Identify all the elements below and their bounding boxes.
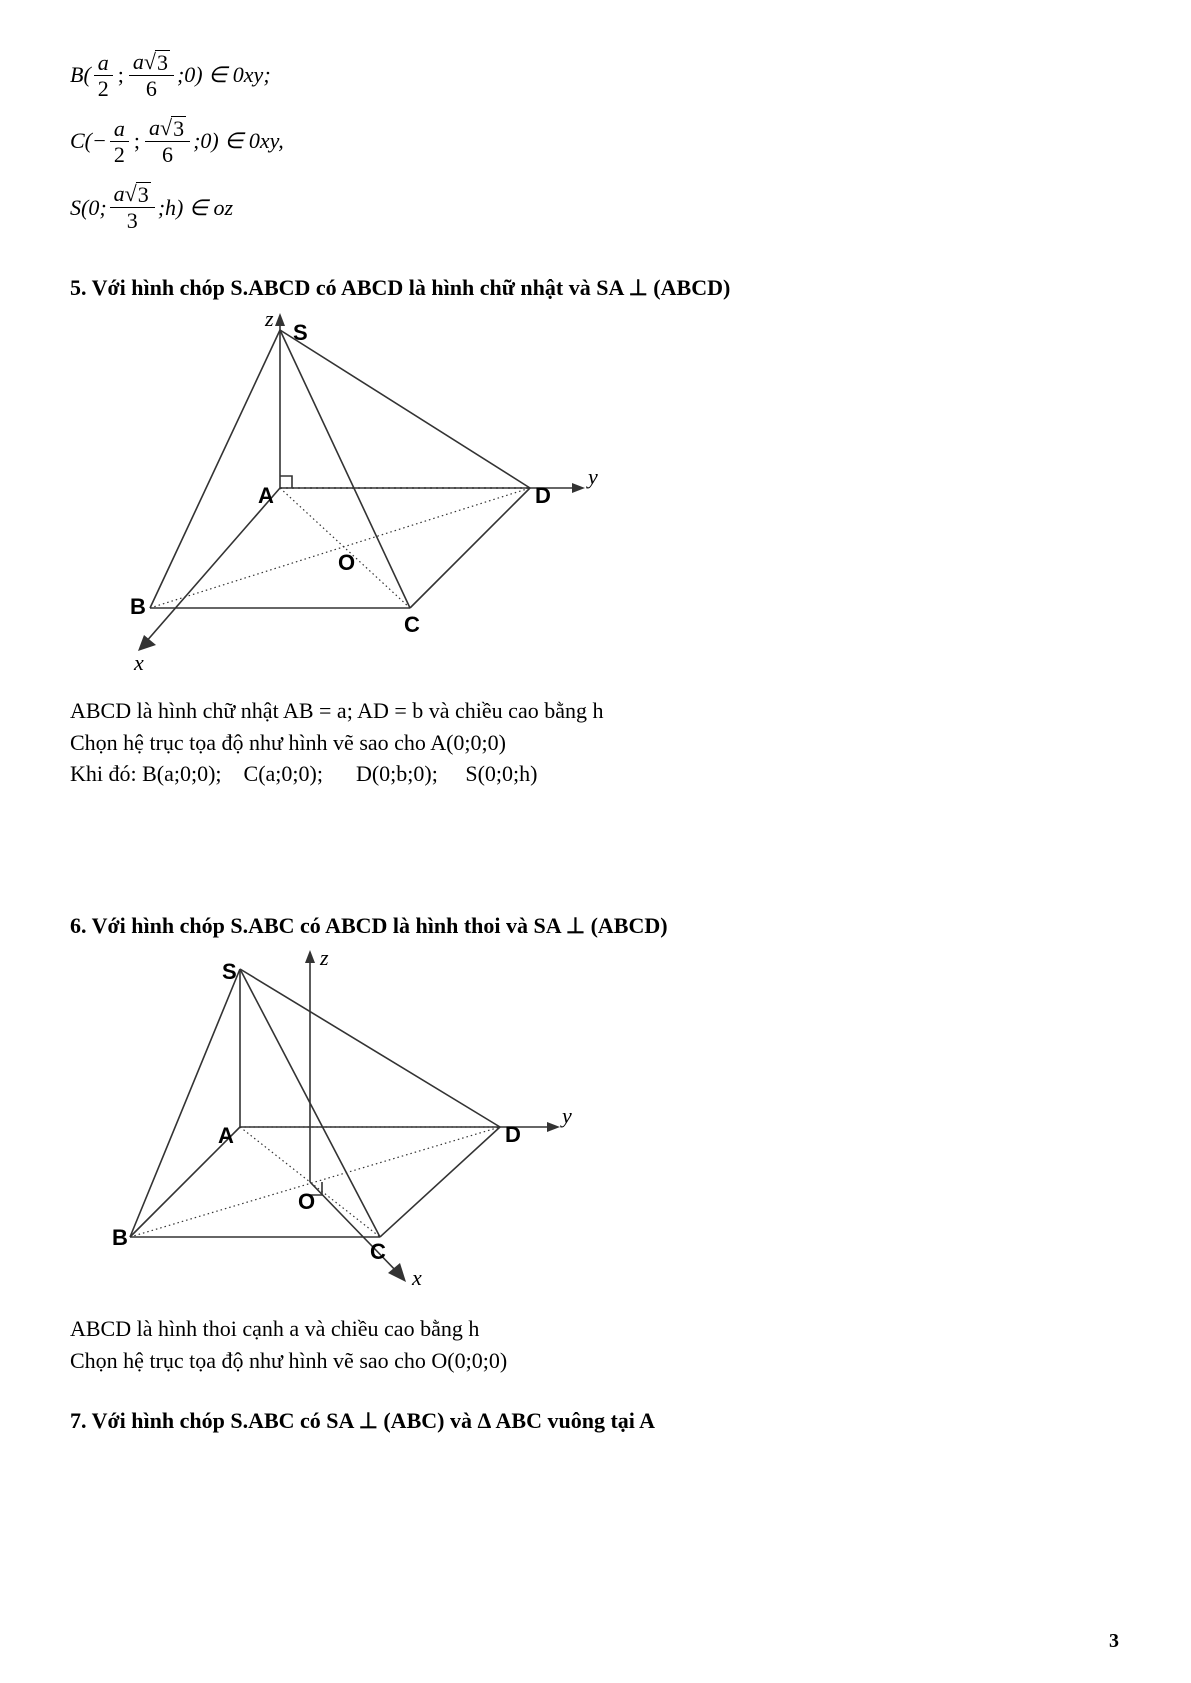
- label-x: x: [411, 1265, 422, 1290]
- label-y: y: [560, 1103, 572, 1128]
- var: a: [149, 115, 160, 140]
- equation-C: C(− a 2 ; a√3 6 ;0) ∈ 0xy,: [70, 116, 284, 166]
- label-C: C: [404, 612, 420, 637]
- denominator: 2: [110, 142, 129, 166]
- label-S: S: [293, 320, 308, 345]
- sec5-body1: ABCD là hình chữ nhật AB = a; AD = b và …: [70, 696, 1121, 726]
- eq-text: S(0;: [70, 193, 107, 223]
- eq-text: ;0) ∈ 0xy;: [177, 60, 271, 90]
- eq-text: ;h) ∈ oz: [158, 193, 233, 223]
- denominator: 6: [142, 76, 161, 100]
- figure6-svg: z S A D y B C O x: [110, 947, 610, 1297]
- separator: ;: [132, 126, 142, 156]
- label-O: O: [298, 1189, 315, 1214]
- sec6-body1: ABCD là hình thoi cạnh a và chiều cao bằ…: [70, 1314, 1121, 1344]
- section6-heading: 6. Với hình chóp S.ABC có ABCD là hình t…: [70, 911, 1121, 941]
- separator: ;: [116, 60, 126, 90]
- label-A: A: [218, 1123, 234, 1148]
- spacer: [70, 791, 1121, 901]
- numerator: a√3: [145, 116, 190, 142]
- label-x: x: [133, 650, 144, 675]
- section5-heading: 5. Với hình chóp S.ABCD có ABCD là hình …: [70, 273, 1121, 303]
- numerator: a√3: [110, 182, 155, 208]
- denominator: 3: [123, 208, 142, 232]
- label-S: S: [222, 959, 237, 984]
- label-y: y: [586, 464, 598, 489]
- sqrt: √3: [125, 182, 151, 206]
- label-C: C: [370, 1239, 386, 1264]
- label-z: z: [319, 947, 329, 970]
- eq-text: B(: [70, 60, 91, 90]
- denominator: 6: [158, 142, 177, 166]
- label-O: O: [338, 550, 355, 575]
- sec5-body3: Khi đó: B(a;0;0); C(a;0;0); D(0;b;0); S(…: [70, 759, 1121, 789]
- fraction: a√3 3: [110, 182, 155, 232]
- var: a: [133, 49, 144, 74]
- label-B: B: [130, 594, 146, 619]
- sqrt: √3: [160, 116, 186, 140]
- label-A: A: [258, 483, 274, 508]
- sec6-body2: Chọn hệ trục tọa độ như hình vẽ sao cho …: [70, 1346, 1121, 1376]
- numerator: a: [94, 51, 113, 76]
- fraction: a√3 6: [145, 116, 190, 166]
- eq-text: C(−: [70, 126, 107, 156]
- math-equations: B( a 2 ; a√3 6 ;0) ∈ 0xy; C(− a 2 ;: [70, 50, 1121, 233]
- label-B: B: [112, 1225, 128, 1250]
- fraction: a 2: [94, 51, 113, 100]
- sqrt: √3: [144, 50, 170, 74]
- var: a: [114, 181, 125, 206]
- figure6: z S A D y B C O x: [110, 947, 1121, 1305]
- equation-B: B( a 2 ; a√3 6 ;0) ∈ 0xy;: [70, 50, 271, 100]
- numerator: a: [110, 117, 129, 142]
- label-D: D: [505, 1122, 521, 1147]
- denominator: 2: [94, 76, 113, 100]
- equation-S: S(0; a√3 3 ;h) ∈ oz: [70, 182, 233, 232]
- figure5-svg: z S A D y B C O x: [110, 308, 630, 678]
- spacer: [70, 1378, 1121, 1396]
- numerator: a√3: [129, 50, 174, 76]
- sec5-body2: Chọn hệ trục tọa độ như hình vẽ sao cho …: [70, 728, 1121, 758]
- label-z: z: [264, 308, 274, 331]
- section7-heading: 7. Với hình chóp S.ABC có SA ⊥ (ABC) và …: [70, 1406, 1121, 1436]
- label-D: D: [535, 483, 551, 508]
- page-number: 3: [1109, 1628, 1119, 1655]
- eq-text: ;0) ∈ 0xy,: [193, 126, 284, 156]
- page: B( a 2 ; a√3 6 ;0) ∈ 0xy; C(− a 2 ;: [0, 0, 1191, 1683]
- fraction: a 2: [110, 117, 129, 166]
- figure5: z S A D y B C O x: [110, 308, 1121, 686]
- fraction: a√3 6: [129, 50, 174, 100]
